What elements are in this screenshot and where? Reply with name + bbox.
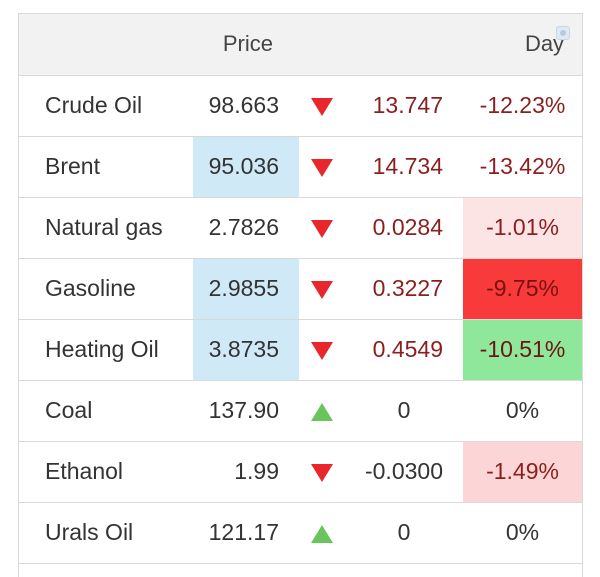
- commodities-table: Price Day Crude Oil 98.663 13.747 -12.23…: [19, 14, 582, 564]
- table-row[interactable]: Brent 95.036 14.734 -13.42%: [19, 136, 582, 198]
- commodity-percent: -9.75%: [463, 258, 582, 320]
- commodity-change: 0.0284: [345, 197, 463, 259]
- commodity-change: 13.747: [345, 75, 463, 137]
- header-price[interactable]: Price: [193, 14, 299, 76]
- header-day[interactable]: Day: [463, 14, 582, 76]
- down-arrow-icon: [311, 280, 333, 299]
- commodity-price: 95.036: [193, 136, 299, 198]
- commodity-change: -0.0300: [345, 441, 463, 503]
- commodity-price: 98.663: [193, 75, 299, 137]
- commodity-price: 121.17: [193, 502, 299, 564]
- header-arrow: [299, 14, 345, 76]
- commodity-percent: -12.23%: [463, 75, 582, 137]
- table-row[interactable]: Heating Oil 3.8735 0.4549 -10.51%: [19, 319, 582, 381]
- change-direction: [299, 258, 345, 320]
- change-direction: [299, 380, 345, 442]
- commodity-percent: -13.42%: [463, 136, 582, 198]
- commodity-name[interactable]: Brent: [19, 136, 193, 198]
- table-row[interactable]: Coal 137.90 0 0%: [19, 380, 582, 442]
- commodity-price: 137.90: [193, 380, 299, 442]
- commodity-price: 3.8735: [193, 319, 299, 381]
- down-arrow-icon: [311, 463, 333, 482]
- commodity-name[interactable]: Heating Oil: [19, 319, 193, 381]
- down-arrow-icon: [311, 341, 333, 360]
- commodity-name[interactable]: Urals Oil: [19, 502, 193, 564]
- commodity-price: 2.7826: [193, 197, 299, 259]
- up-arrow-icon: [311, 402, 333, 421]
- commodity-name[interactable]: Ethanol: [19, 441, 193, 503]
- down-arrow-icon: [311, 219, 333, 238]
- commodities-table-widget: Price Day Crude Oil 98.663 13.747 -12.23…: [18, 13, 583, 577]
- change-direction: [299, 502, 345, 564]
- commodity-change: 0.3227: [345, 258, 463, 320]
- widget-corner-icon[interactable]: [556, 26, 570, 40]
- change-direction: [299, 319, 345, 381]
- commodity-price: 1.99: [193, 441, 299, 503]
- commodity-name[interactable]: Crude Oil: [19, 75, 193, 137]
- header-change: [345, 14, 463, 76]
- commodity-percent: 0%: [463, 502, 582, 564]
- change-direction: [299, 136, 345, 198]
- commodity-percent: -1.01%: [463, 197, 582, 259]
- commodity-change: 0: [345, 502, 463, 564]
- commodity-name[interactable]: Natural gas: [19, 197, 193, 259]
- table-row[interactable]: Natural gas 2.7826 0.0284 -1.01%: [19, 197, 582, 259]
- commodity-percent: -1.49%: [463, 441, 582, 503]
- down-arrow-icon: [311, 97, 333, 116]
- table-row[interactable]: Ethanol 1.99 -0.0300 -1.49%: [19, 441, 582, 503]
- table-row[interactable]: Urals Oil 121.17 0 0%: [19, 502, 582, 564]
- commodity-change: 0.4549: [345, 319, 463, 381]
- change-direction: [299, 197, 345, 259]
- table-row[interactable]: Gasoline 2.9855 0.3227 -9.75%: [19, 258, 582, 320]
- header-name: [19, 14, 193, 76]
- commodity-price: 2.9855: [193, 258, 299, 320]
- commodity-percent: -10.51%: [463, 319, 582, 381]
- change-direction: [299, 75, 345, 137]
- change-direction: [299, 441, 345, 503]
- commodity-percent: 0%: [463, 380, 582, 442]
- up-arrow-icon: [311, 524, 333, 543]
- commodity-name[interactable]: Gasoline: [19, 258, 193, 320]
- table-header-row: Price Day: [19, 14, 582, 76]
- commodity-change: 14.734: [345, 136, 463, 198]
- table-row[interactable]: Crude Oil 98.663 13.747 -12.23%: [19, 75, 582, 137]
- commodity-change: 0: [345, 380, 463, 442]
- down-arrow-icon: [311, 158, 333, 177]
- commodity-name[interactable]: Coal: [19, 380, 193, 442]
